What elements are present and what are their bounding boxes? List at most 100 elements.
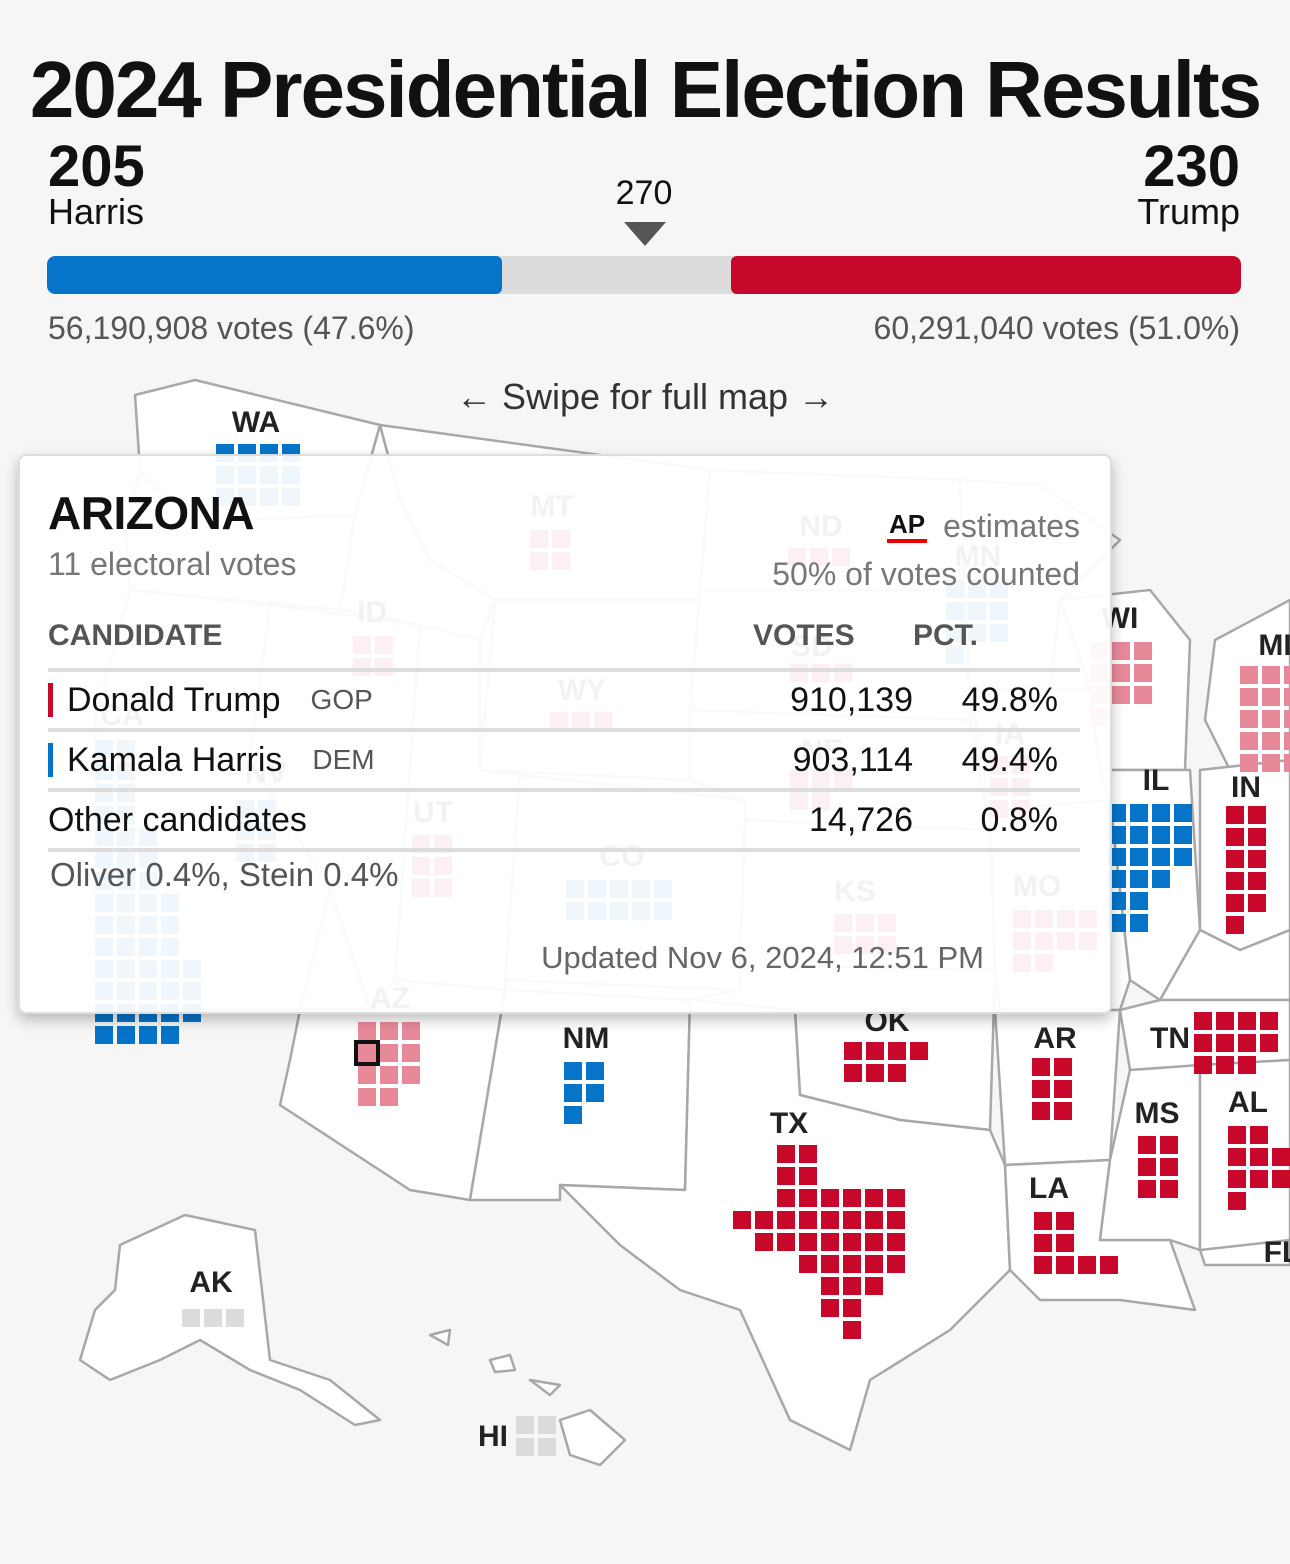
candidate-party: DEM — [312, 744, 375, 775]
ev-tile-az — [402, 1022, 420, 1040]
state-label-ar[interactable]: AR — [1033, 1022, 1077, 1055]
ev-tile-tn — [1238, 1012, 1256, 1030]
ev-tile-il — [1174, 826, 1192, 844]
ev-tile-tn — [1238, 1056, 1256, 1074]
ev-tile-az — [358, 1022, 376, 1040]
ev-tile-tn — [1216, 1012, 1234, 1030]
ap-logo: AP — [886, 511, 928, 543]
ev-tile-tx — [843, 1277, 861, 1295]
ev-tile-mi — [1262, 666, 1280, 684]
state-label-hi[interactable]: HI — [478, 1420, 508, 1453]
ev-tile-hi — [538, 1416, 556, 1434]
ev-tile-al — [1272, 1170, 1290, 1188]
harris-bar-fill — [47, 256, 502, 294]
ev-tile-al — [1228, 1192, 1246, 1210]
candidate-name: Kamala Harris — [67, 740, 283, 779]
ev-tile-mi — [1284, 666, 1290, 684]
harris-electoral-votes: 205 — [48, 134, 145, 199]
ev-tile-az — [380, 1022, 398, 1040]
ev-tile-mi — [1240, 754, 1258, 772]
candidate-name: Donald Trump — [67, 680, 281, 719]
ev-tile-in — [1226, 916, 1244, 934]
ev-tile-tx — [777, 1167, 795, 1185]
results-table: CANDIDATE VOTES PCT. Donald Trump GOP 91… — [48, 616, 1080, 852]
ev-tile-il — [1108, 914, 1126, 932]
ev-tile-tx — [799, 1167, 817, 1185]
ev-tile-in — [1248, 872, 1266, 890]
ev-tile-ms — [1160, 1180, 1178, 1198]
state-label-mi[interactable]: MI — [1258, 629, 1290, 662]
ev-tile-il — [1130, 914, 1148, 932]
ev-tile-az — [358, 1066, 376, 1084]
ev-tile-ok — [888, 1064, 906, 1082]
ev-tile-ca — [95, 1026, 113, 1044]
ev-tile-wi — [1112, 642, 1130, 660]
state-label-wa[interactable]: WA — [232, 406, 280, 439]
ev-tile-tx — [799, 1255, 817, 1273]
state-label-tx[interactable]: TX — [770, 1107, 808, 1140]
ev-tile-il — [1130, 826, 1148, 844]
ev-tile-tn — [1194, 1056, 1212, 1074]
party-color-swatch — [48, 743, 53, 777]
state-label-nm[interactable]: NM — [563, 1022, 610, 1055]
state-label-tn[interactable]: TN — [1150, 1022, 1190, 1055]
ev-tile-tx — [777, 1211, 795, 1229]
ev-tile-tx — [843, 1189, 861, 1207]
table-row: Other candidates 14,726 0.8% — [48, 790, 1080, 852]
header-pct: PCT. — [913, 616, 1080, 672]
state-label-ms[interactable]: MS — [1135, 1097, 1180, 1130]
ev-tile-il — [1108, 804, 1126, 822]
ev-tile-in — [1226, 828, 1244, 846]
trump-popular-votes: 60,291,040 votes (51.0%) — [873, 310, 1240, 346]
state-label-in[interactable]: IN — [1231, 771, 1261, 804]
ev-tile-tx — [821, 1189, 839, 1207]
state-label-il[interactable]: IL — [1143, 764, 1170, 797]
ev-tile-wi — [1134, 642, 1152, 660]
state-label-la[interactable]: LA — [1029, 1172, 1069, 1205]
ev-tile-tn — [1238, 1034, 1256, 1052]
ev-tile-mi — [1262, 688, 1280, 706]
state-label-al[interactable]: AL — [1228, 1086, 1268, 1119]
ev-tile-tn — [1260, 1012, 1278, 1030]
ev-tile-tx — [887, 1255, 905, 1273]
ev-tile-ar — [1032, 1102, 1050, 1120]
ev-tile-nm — [564, 1084, 582, 1102]
ev-tile-mi — [1262, 710, 1280, 728]
votes-counted: 50% of votes counted — [772, 556, 1080, 592]
candidate-votes: 910,139 — [753, 670, 913, 732]
ev-tile-tx — [843, 1321, 861, 1339]
ev-tile-al — [1250, 1148, 1268, 1166]
ev-tile-tx — [821, 1299, 839, 1317]
ev-tile-ar — [1032, 1080, 1050, 1098]
ev-tile-ar — [1032, 1058, 1050, 1076]
state-label-fl[interactable]: FL — [1264, 1236, 1290, 1269]
ev-tile-ca — [139, 1026, 157, 1044]
ev-tile-al — [1228, 1148, 1246, 1166]
ev-tile-il — [1130, 870, 1148, 888]
state-shape-fl[interactable] — [1198, 1238, 1290, 1267]
ev-tile-ar — [1054, 1058, 1072, 1076]
page-title: 2024 Presidential Election Results — [29, 45, 1262, 134]
ev-tile-tx — [733, 1211, 751, 1229]
ev-tile-tx — [799, 1189, 817, 1207]
ev-tile-mi — [1262, 732, 1280, 750]
selected-state-marker — [354, 1040, 380, 1066]
trump-electoral-votes: 230 — [1143, 134, 1240, 199]
ev-tile-mi — [1284, 688, 1290, 706]
electoral-vote-bar — [47, 256, 1241, 294]
ev-tile-ca — [161, 1026, 179, 1044]
ev-tile-mi — [1284, 732, 1290, 750]
header-votes: VOTES — [753, 616, 913, 672]
ev-tile-in — [1248, 828, 1266, 846]
candidate-pct: 0.8% — [913, 790, 1080, 852]
ev-tile-mi — [1262, 754, 1280, 772]
ev-tile-az — [358, 1088, 376, 1106]
ev-tile-la — [1056, 1212, 1074, 1230]
ev-tile-tx — [843, 1299, 861, 1317]
ev-tile-la — [1034, 1234, 1052, 1252]
state-label-ak[interactable]: AK — [189, 1266, 233, 1299]
ev-tile-ca — [117, 1026, 135, 1044]
ev-tile-al — [1228, 1126, 1246, 1144]
ev-tile-ak — [226, 1309, 244, 1327]
state-shape-hi[interactable] — [428, 1328, 627, 1467]
